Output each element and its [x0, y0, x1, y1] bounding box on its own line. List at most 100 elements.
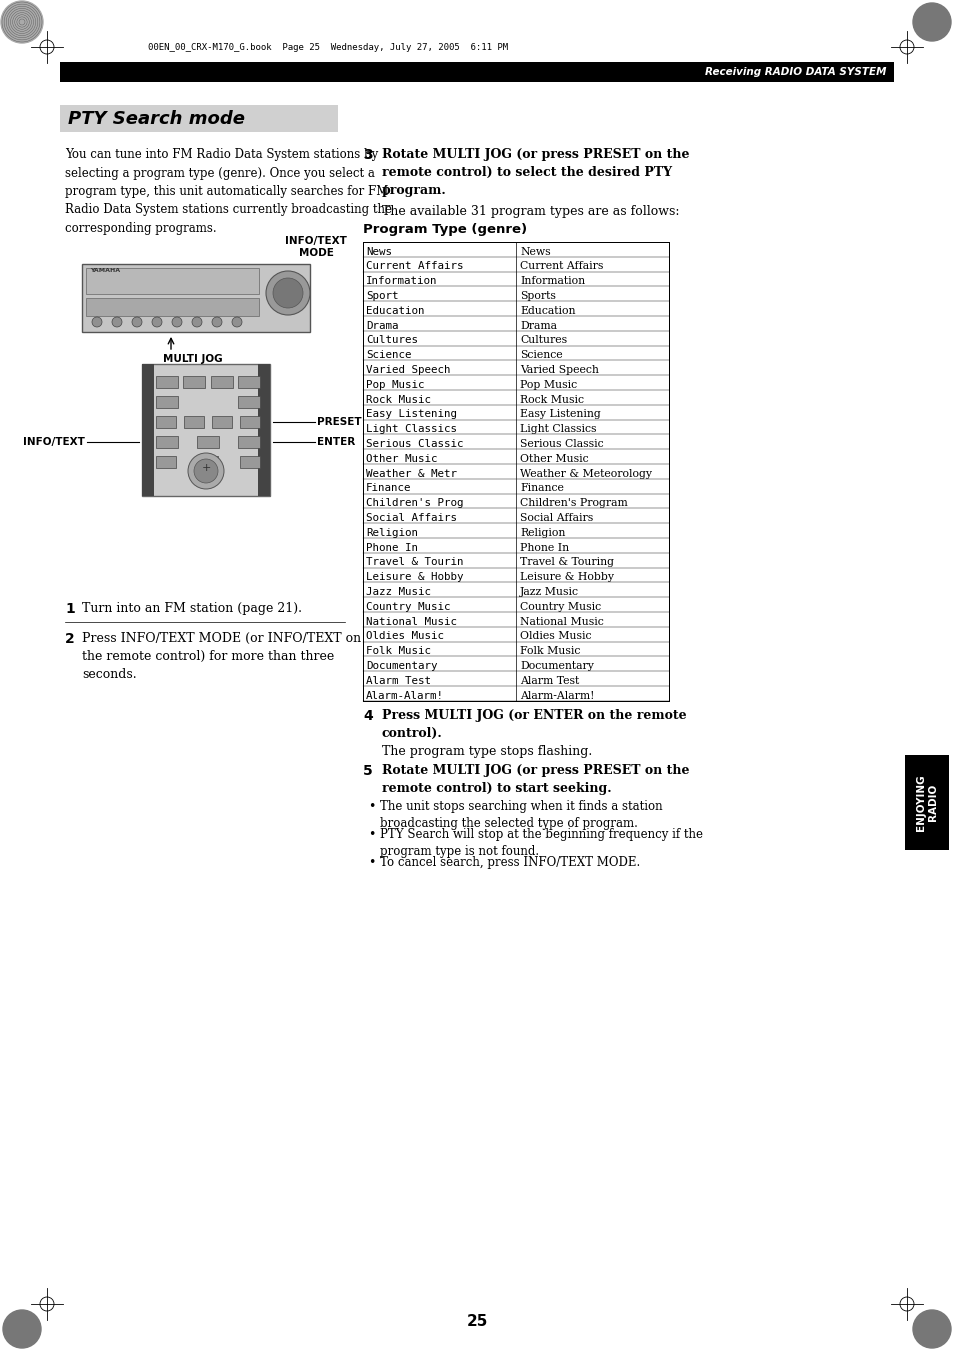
Text: 4: 4: [363, 709, 373, 723]
Circle shape: [1, 1, 43, 43]
Text: Education: Education: [519, 305, 575, 316]
Text: Education: Education: [366, 305, 424, 316]
Bar: [60, 105, 337, 132]
Text: To cancel search, press INFO/TEXT MODE.: To cancel search, press INFO/TEXT MODE.: [379, 855, 639, 869]
Text: Religion: Religion: [519, 528, 565, 538]
Circle shape: [273, 278, 303, 308]
Text: Science: Science: [366, 350, 411, 361]
Text: Oldies Music: Oldies Music: [366, 631, 443, 642]
Text: Press MULTI JOG (or ENTER on the remote
control).: Press MULTI JOG (or ENTER on the remote …: [381, 709, 686, 740]
Text: ENTER: ENTER: [316, 436, 355, 447]
Text: Cultures: Cultures: [519, 335, 566, 346]
Text: Phone In: Phone In: [366, 543, 417, 553]
Bar: [82, 263, 310, 332]
Text: Religion: Religion: [366, 528, 417, 538]
Text: Documentary: Documentary: [519, 661, 594, 671]
Text: Country Music: Country Music: [366, 601, 450, 612]
Bar: [156, 396, 178, 408]
Text: Leisure & Hobby: Leisure & Hobby: [519, 573, 614, 582]
Text: Current Affairs: Current Affairs: [519, 262, 602, 272]
Circle shape: [152, 317, 162, 327]
Text: The program type stops flashing.: The program type stops flashing.: [381, 744, 592, 758]
Text: Light Classics: Light Classics: [519, 424, 596, 434]
Circle shape: [912, 1310, 950, 1348]
Text: Press INFO/TEXT MODE (or INFO/TEXT on
the remote control) for more than three
se: Press INFO/TEXT MODE (or INFO/TEXT on th…: [82, 632, 361, 681]
Circle shape: [266, 272, 310, 315]
Text: YAMAHA: YAMAHA: [90, 267, 120, 273]
Text: Folk Music: Folk Music: [519, 646, 579, 657]
Text: 3: 3: [363, 149, 373, 162]
Text: Other Music: Other Music: [519, 454, 588, 463]
Text: Serious Classic: Serious Classic: [366, 439, 463, 449]
Text: Phone In: Phone In: [519, 543, 569, 553]
Text: Rotate MULTI JOG (or press PRESET on the
remote control) to start seeking.: Rotate MULTI JOG (or press PRESET on the…: [381, 763, 689, 794]
Text: The unit stops searching when it finds a station
broadcasting the selected type : The unit stops searching when it finds a…: [379, 800, 662, 830]
Bar: [904, 755, 948, 850]
Bar: [237, 396, 260, 408]
Text: Social Affairs: Social Affairs: [366, 513, 456, 523]
Bar: [237, 436, 260, 449]
Circle shape: [112, 317, 122, 327]
Text: Science: Science: [519, 350, 562, 361]
Text: Drama: Drama: [519, 320, 557, 331]
Text: Serious Classic: Serious Classic: [519, 439, 603, 449]
Text: Alarm Test: Alarm Test: [519, 676, 578, 686]
Text: Rock Music: Rock Music: [366, 394, 431, 404]
Text: News: News: [366, 247, 392, 257]
Text: Weather & Metr: Weather & Metr: [366, 469, 456, 478]
Text: Varied Speech: Varied Speech: [366, 365, 450, 376]
Text: Leisure & Hobby: Leisure & Hobby: [366, 573, 463, 582]
Text: Alarm-Alarm!: Alarm-Alarm!: [519, 690, 594, 701]
Bar: [142, 363, 270, 496]
Bar: [237, 376, 260, 388]
Text: Alarm Test: Alarm Test: [366, 676, 431, 686]
Bar: [184, 416, 204, 428]
Text: Program Type (genre): Program Type (genre): [363, 223, 527, 236]
Bar: [156, 436, 178, 449]
Text: Information: Information: [366, 276, 437, 286]
Text: Weather & Meteorology: Weather & Meteorology: [519, 469, 651, 478]
Bar: [183, 376, 205, 388]
Circle shape: [132, 317, 142, 327]
Text: MULTI JOG: MULTI JOG: [163, 354, 222, 363]
Text: •: •: [368, 855, 375, 869]
Bar: [156, 457, 175, 467]
Text: INFO/TEXT: INFO/TEXT: [23, 436, 85, 447]
Text: National Music: National Music: [366, 616, 456, 627]
Circle shape: [91, 317, 102, 327]
Text: Information: Information: [519, 276, 584, 286]
Text: News: News: [519, 247, 550, 257]
Text: Children's Program: Children's Program: [519, 499, 627, 508]
Bar: [198, 457, 218, 467]
Text: Children's Prog: Children's Prog: [366, 499, 463, 508]
Text: INFO/TEXT
MODE: INFO/TEXT MODE: [285, 236, 347, 258]
Text: The available 31 program types are as follows:: The available 31 program types are as fo…: [381, 205, 679, 218]
Text: Finance: Finance: [519, 484, 563, 493]
Text: 00EN_00_CRX-M170_G.book  Page 25  Wednesday, July 27, 2005  6:11 PM: 00EN_00_CRX-M170_G.book Page 25 Wednesda…: [148, 42, 508, 51]
Text: Varied Speech: Varied Speech: [519, 365, 598, 376]
Text: Receiving RADIO DATA SYSTEM: Receiving RADIO DATA SYSTEM: [705, 68, 886, 77]
Text: Travel & Touring: Travel & Touring: [519, 558, 614, 567]
Bar: [86, 299, 258, 316]
Text: Drama: Drama: [366, 320, 398, 331]
Bar: [60, 62, 893, 82]
Text: Pop Music: Pop Music: [366, 380, 424, 390]
Text: Easy Listening: Easy Listening: [366, 409, 456, 419]
Circle shape: [212, 317, 222, 327]
Text: Cultures: Cultures: [366, 335, 417, 346]
Text: Finance: Finance: [366, 484, 411, 493]
Circle shape: [193, 459, 218, 484]
Text: Sport: Sport: [366, 290, 398, 301]
Text: Current Affairs: Current Affairs: [366, 262, 463, 272]
Bar: [212, 416, 232, 428]
Text: Country Music: Country Music: [519, 601, 600, 612]
Text: Light Classics: Light Classics: [366, 424, 456, 434]
Text: Turn into an FM station (page 21).: Turn into an FM station (page 21).: [82, 603, 302, 615]
Bar: [257, 363, 270, 496]
Bar: [156, 416, 175, 428]
Text: Jazz Music: Jazz Music: [519, 588, 578, 597]
Bar: [156, 376, 178, 388]
Text: Rotate MULTI JOG (or press PRESET on the
remote control) to select the desired P: Rotate MULTI JOG (or press PRESET on the…: [381, 149, 689, 197]
Bar: [142, 363, 153, 496]
Text: PTY Search mode: PTY Search mode: [68, 109, 245, 128]
